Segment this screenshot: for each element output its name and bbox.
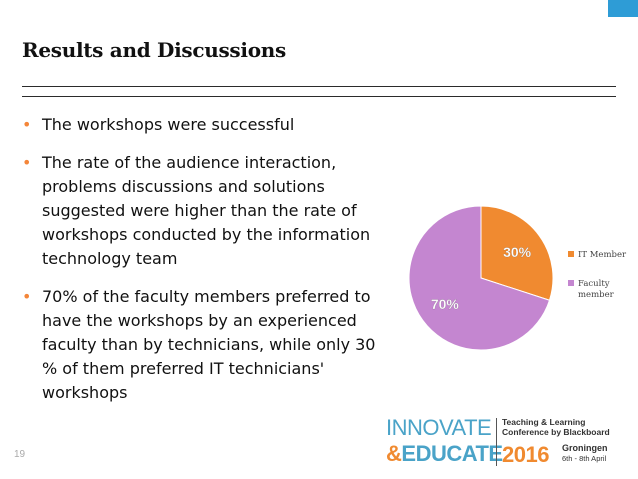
bullet-text: 70% of the faculty members preferred to … [42,287,376,402]
legend-label: Faculty [578,279,610,289]
page-number: 19 [14,449,26,460]
legend-swatch [568,251,574,257]
legend-label: member [578,290,615,300]
logo-ampersand: & [386,441,402,466]
pie-slice [408,205,551,351]
logo-innovate: INNOVATE [386,415,492,440]
slide-title: Results and Discussions [22,38,286,62]
pie-data-label: 30% [503,244,532,260]
logo-tagline: Teaching & Learning Conference by Blackb… [502,417,610,437]
logo-city: Groningen [562,443,608,453]
logo-tagline-2: Conference by Blackboard [502,427,610,437]
corner-accent [608,0,638,17]
conference-logo: INNOVATE &EDUCATE Teaching & Learning Co… [386,414,626,470]
pie-slice [480,205,554,301]
title-rule-top [22,86,616,87]
legend-swatch [568,280,574,286]
logo-year: 2016 [502,442,549,467]
bullet-list: • The workshops were successful • The rate… [22,113,392,419]
bullet-text: The workshops were successful [42,115,295,134]
title-rule-bottom [22,96,616,97]
bullet-text: The rate of the audience interaction, pr… [42,153,371,268]
bullet-dot-icon: • [22,115,32,134]
bullet-item: • 70% of the faculty members preferred to… [22,285,392,405]
pie-data-label: 70% [431,296,460,312]
logo-tagline-1: Teaching & Learning [502,417,586,427]
logo-educate-text: EDUCATE [401,441,503,466]
bullet-dot-icon: • [22,153,32,172]
logo-divider [496,418,497,466]
logo-educate: &EDUCATE [386,442,503,466]
bullet-item: • The rate of the audience interaction, p… [22,151,392,271]
bullet-dot-icon: • [22,287,32,306]
logo-dates: 6th - 8th April [562,454,607,463]
legend-label: IT Member [578,250,627,260]
bullet-item: • The workshops were successful [22,113,392,137]
